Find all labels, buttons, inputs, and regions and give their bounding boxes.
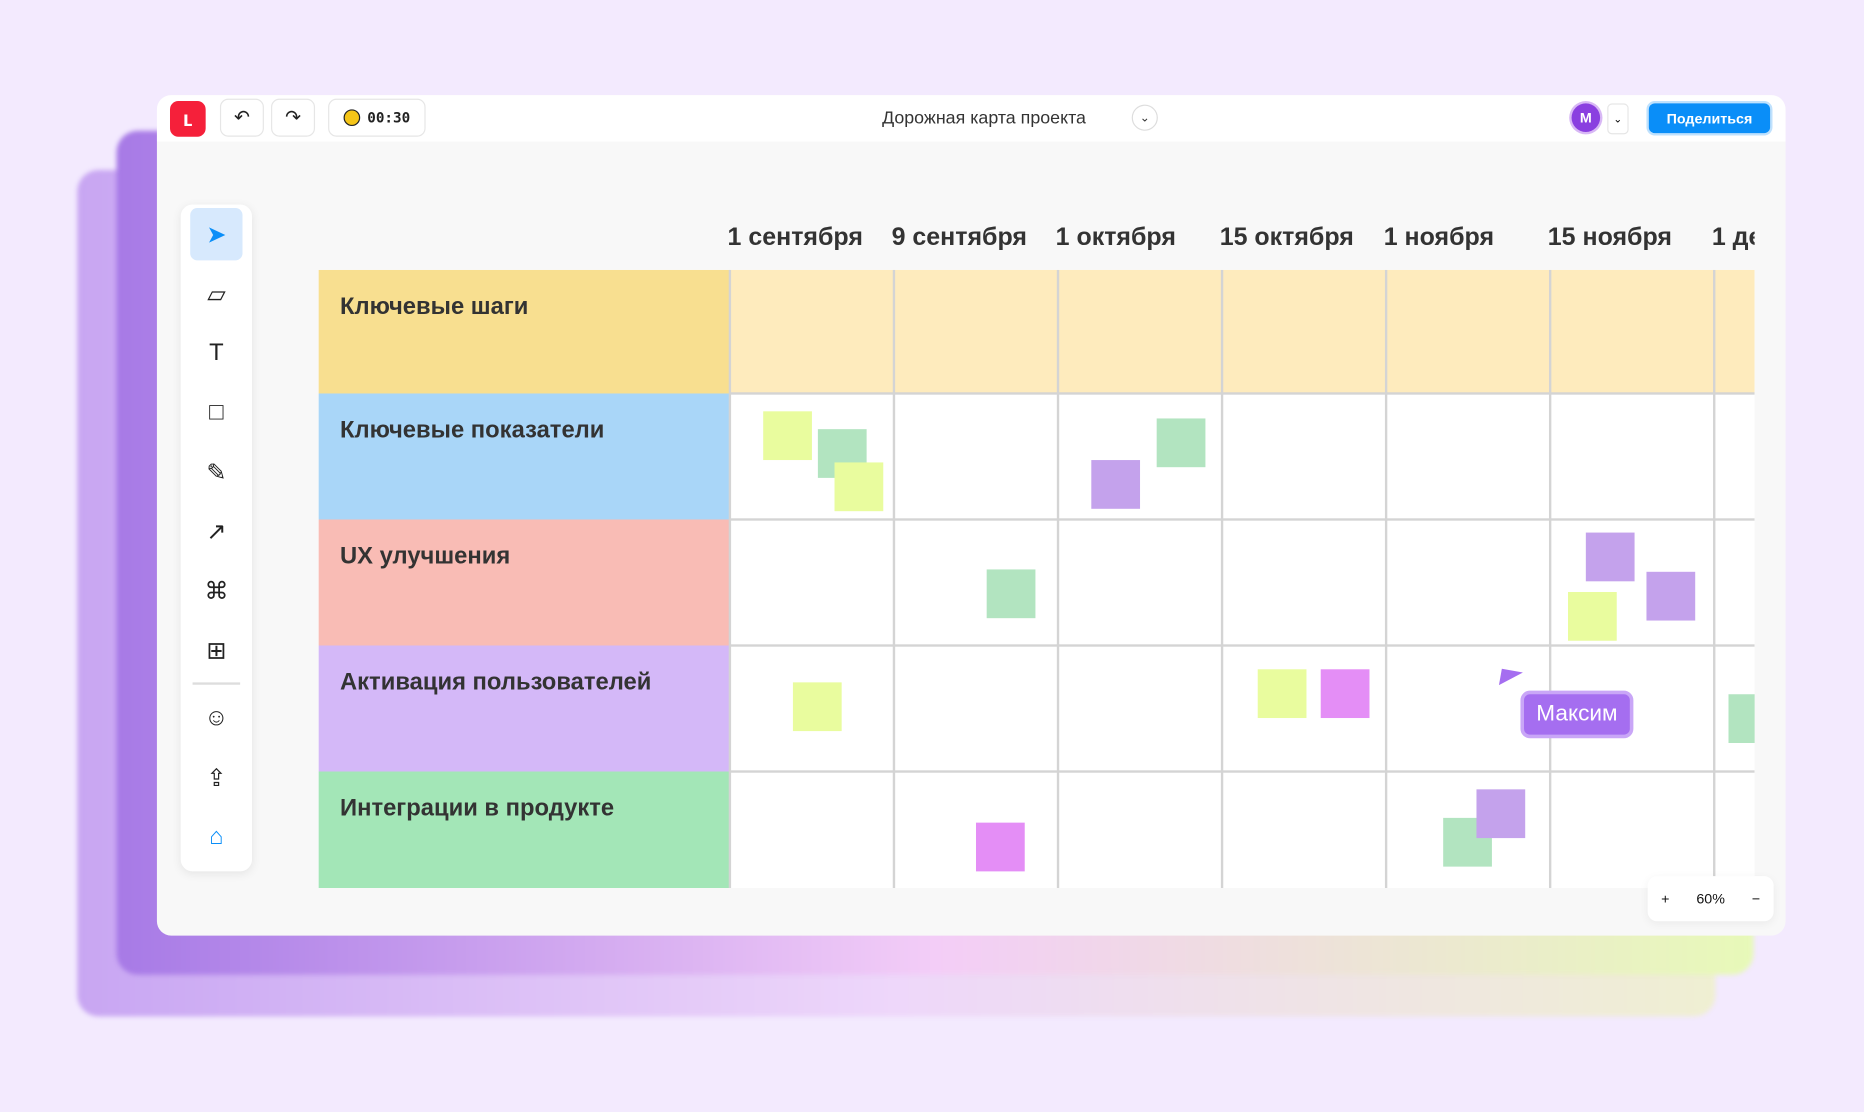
- connector-icon[interactable]: ↗: [206, 518, 227, 546]
- grid-line: [729, 770, 1755, 773]
- sticky-note[interactable]: [1257, 669, 1307, 719]
- sticky-note[interactable]: [1156, 418, 1206, 468]
- date-header: 1 де: [1711, 223, 1755, 251]
- sticky-note[interactable]: [1476, 789, 1526, 839]
- grid-line: [1548, 269, 1552, 889]
- sticky-note[interactable]: [1091, 460, 1141, 509]
- share-button[interactable]: Поделиться: [1648, 103, 1771, 134]
- collaborator-name-tag: Максим: [1520, 690, 1634, 739]
- date-header: 15 октября: [1219, 223, 1354, 251]
- sticker-icon[interactable]: ☺: [204, 704, 229, 731]
- sticky-note[interactable]: [1585, 532, 1635, 582]
- add-app-icon[interactable]: ⌂: [209, 823, 224, 850]
- date-header: 1 сентября: [727, 223, 863, 251]
- grid-line: [729, 518, 1755, 521]
- grid-line: [728, 269, 732, 889]
- grid-line: [1220, 269, 1224, 889]
- grid-line: [729, 392, 1755, 395]
- sticky-note[interactable]: [1320, 669, 1370, 719]
- row-label[interactable]: Интеграции в продукте: [318, 771, 730, 889]
- row-label[interactable]: Ключевые показатели: [318, 393, 730, 520]
- toolbar: ➤ ▱ T □ ✎ ↗ ⌘ ⊞ ☺ ⇪ ⌂: [180, 204, 253, 872]
- grid-line: [1056, 269, 1060, 889]
- mindmap-icon[interactable]: ⌘: [204, 578, 229, 605]
- upload-icon[interactable]: ⇪: [206, 764, 227, 792]
- avatar-dropdown[interactable]: ⌄: [1607, 103, 1629, 135]
- row-label[interactable]: Ключевые шаги: [318, 269, 730, 394]
- grid-line: [892, 269, 896, 889]
- row-cells: [729, 269, 1755, 394]
- grid-line: [1713, 269, 1716, 889]
- title-dropdown[interactable]: ⌄: [1131, 104, 1158, 131]
- zoom-control: + 60% −: [1647, 876, 1774, 922]
- zoom-in-button[interactable]: +: [1661, 890, 1670, 908]
- zoom-level[interactable]: 60%: [1696, 890, 1725, 908]
- row-label[interactable]: Активация пользователей: [318, 645, 730, 772]
- sticky-note[interactable]: [1646, 571, 1696, 621]
- timer-value: 00:30: [367, 109, 411, 127]
- date-header: 15 ноября: [1547, 223, 1672, 251]
- timer[interactable]: 00:30: [328, 98, 426, 137]
- collaborator-cursor-icon: [1498, 668, 1523, 689]
- grid-line: [1384, 269, 1388, 889]
- sticky-note[interactable]: [834, 462, 884, 512]
- date-header: 1 ноября: [1383, 223, 1495, 251]
- sticky-note[interactable]: [975, 822, 1025, 872]
- sticky-note[interactable]: [763, 411, 812, 461]
- avatar[interactable]: M: [1571, 103, 1601, 132]
- top-bar: ʟ ↶ ↷ 00:30 Дорожная карта проекта ⌄ M ⌄…: [156, 95, 1786, 142]
- sticky-note[interactable]: [1568, 592, 1617, 641]
- board-title[interactable]: Дорожная карта проекта: [882, 108, 1086, 129]
- divider: [192, 682, 241, 685]
- sticky-note[interactable]: [986, 569, 1036, 619]
- table-icon[interactable]: ⊞: [206, 637, 227, 664]
- redo-button[interactable]: ↷: [271, 98, 316, 137]
- undo-button[interactable]: ↶: [219, 98, 264, 137]
- roadmap-grid: Ключевые шаги Ключевые показатели UX улу…: [318, 269, 1755, 889]
- grid-line: [729, 644, 1755, 647]
- rectangle-icon[interactable]: □: [209, 398, 224, 425]
- row-label[interactable]: UX улучшения: [318, 519, 730, 646]
- zoom-out-button[interactable]: −: [1751, 890, 1761, 908]
- stopwatch-icon: [343, 109, 361, 127]
- text-icon[interactable]: T: [209, 339, 224, 366]
- sticky-note[interactable]: [792, 682, 842, 732]
- sticky-note-icon[interactable]: ▱: [207, 281, 226, 308]
- select-tool-icon[interactable]: ➤: [190, 208, 243, 261]
- pen-icon[interactable]: ✎: [206, 459, 227, 486]
- app-logo[interactable]: ʟ: [169, 101, 206, 137]
- date-header: 9 сентября: [891, 223, 1027, 251]
- date-header: 1 октября: [1055, 223, 1176, 251]
- sticky-note[interactable]: [1728, 694, 1755, 743]
